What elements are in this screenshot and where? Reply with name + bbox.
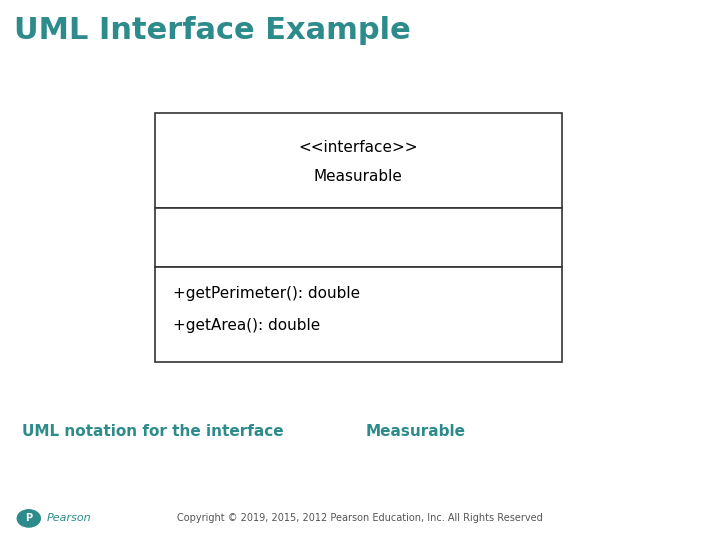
Text: +getArea(): double: +getArea(): double	[173, 318, 320, 333]
Text: Copyright © 2019, 2015, 2012 Pearson Education, Inc. All Rights Reserved: Copyright © 2019, 2015, 2012 Pearson Edu…	[177, 514, 543, 523]
Bar	[155, 267, 562, 362]
Text: Measurable: Measurable	[366, 424, 466, 440]
Text: UML notation for the interface: UML notation for the interface	[22, 424, 289, 440]
Text: P: P	[25, 514, 32, 523]
Bar	[155, 113, 562, 208]
Bar	[155, 208, 562, 267]
Circle shape	[17, 510, 40, 527]
Text: UML Interface Example: UML Interface Example	[14, 16, 411, 45]
Text: Pearson: Pearson	[47, 514, 91, 523]
Text: <<interface>>: <<interface>>	[299, 140, 418, 154]
Text: Measurable: Measurable	[314, 170, 402, 184]
Text: +getPerimeter(): double: +getPerimeter(): double	[173, 286, 360, 300]
